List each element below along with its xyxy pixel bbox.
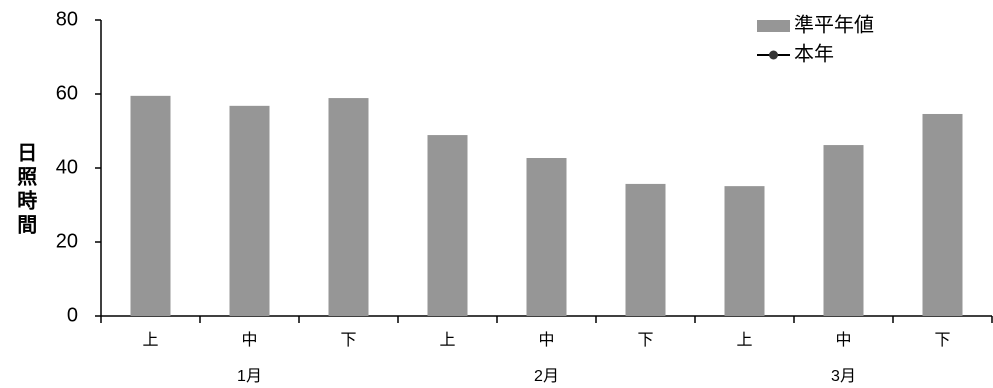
bar [724, 186, 765, 316]
bar [328, 98, 369, 316]
group-label: 1月 [237, 368, 262, 385]
legend-label: 準平年値 [794, 13, 874, 36]
group-label: 3月 [831, 368, 856, 385]
legend-marker [769, 50, 778, 60]
legend-label: 本年 [794, 42, 834, 65]
x-tick-label: 上 [142, 331, 158, 349]
bar [130, 95, 171, 316]
group-label: 2月 [534, 368, 559, 385]
x-tick-label: 中 [538, 331, 554, 349]
x-tick-label: 上 [439, 331, 455, 349]
y-axis-label: 日照時間 [14, 142, 37, 238]
x-tick-label: 上 [736, 331, 752, 349]
bar [427, 135, 468, 316]
bar [922, 113, 963, 316]
bar [526, 158, 567, 316]
y-tick-label: 80 [56, 8, 78, 30]
legend-swatch [757, 20, 790, 32]
x-tick-label: 中 [835, 331, 851, 349]
y-tick-label: 20 [56, 230, 78, 252]
bar [229, 105, 270, 316]
bar [823, 145, 864, 316]
y-tick-label: 60 [56, 82, 78, 104]
x-tick-label: 下 [340, 332, 356, 349]
x-tick-label: 下 [934, 332, 950, 349]
y-tick-label: 0 [67, 304, 78, 326]
bar [625, 183, 666, 316]
x-tick-label: 中 [241, 331, 257, 349]
y-tick-label: 40 [56, 156, 78, 178]
x-tick-label: 下 [637, 332, 653, 349]
